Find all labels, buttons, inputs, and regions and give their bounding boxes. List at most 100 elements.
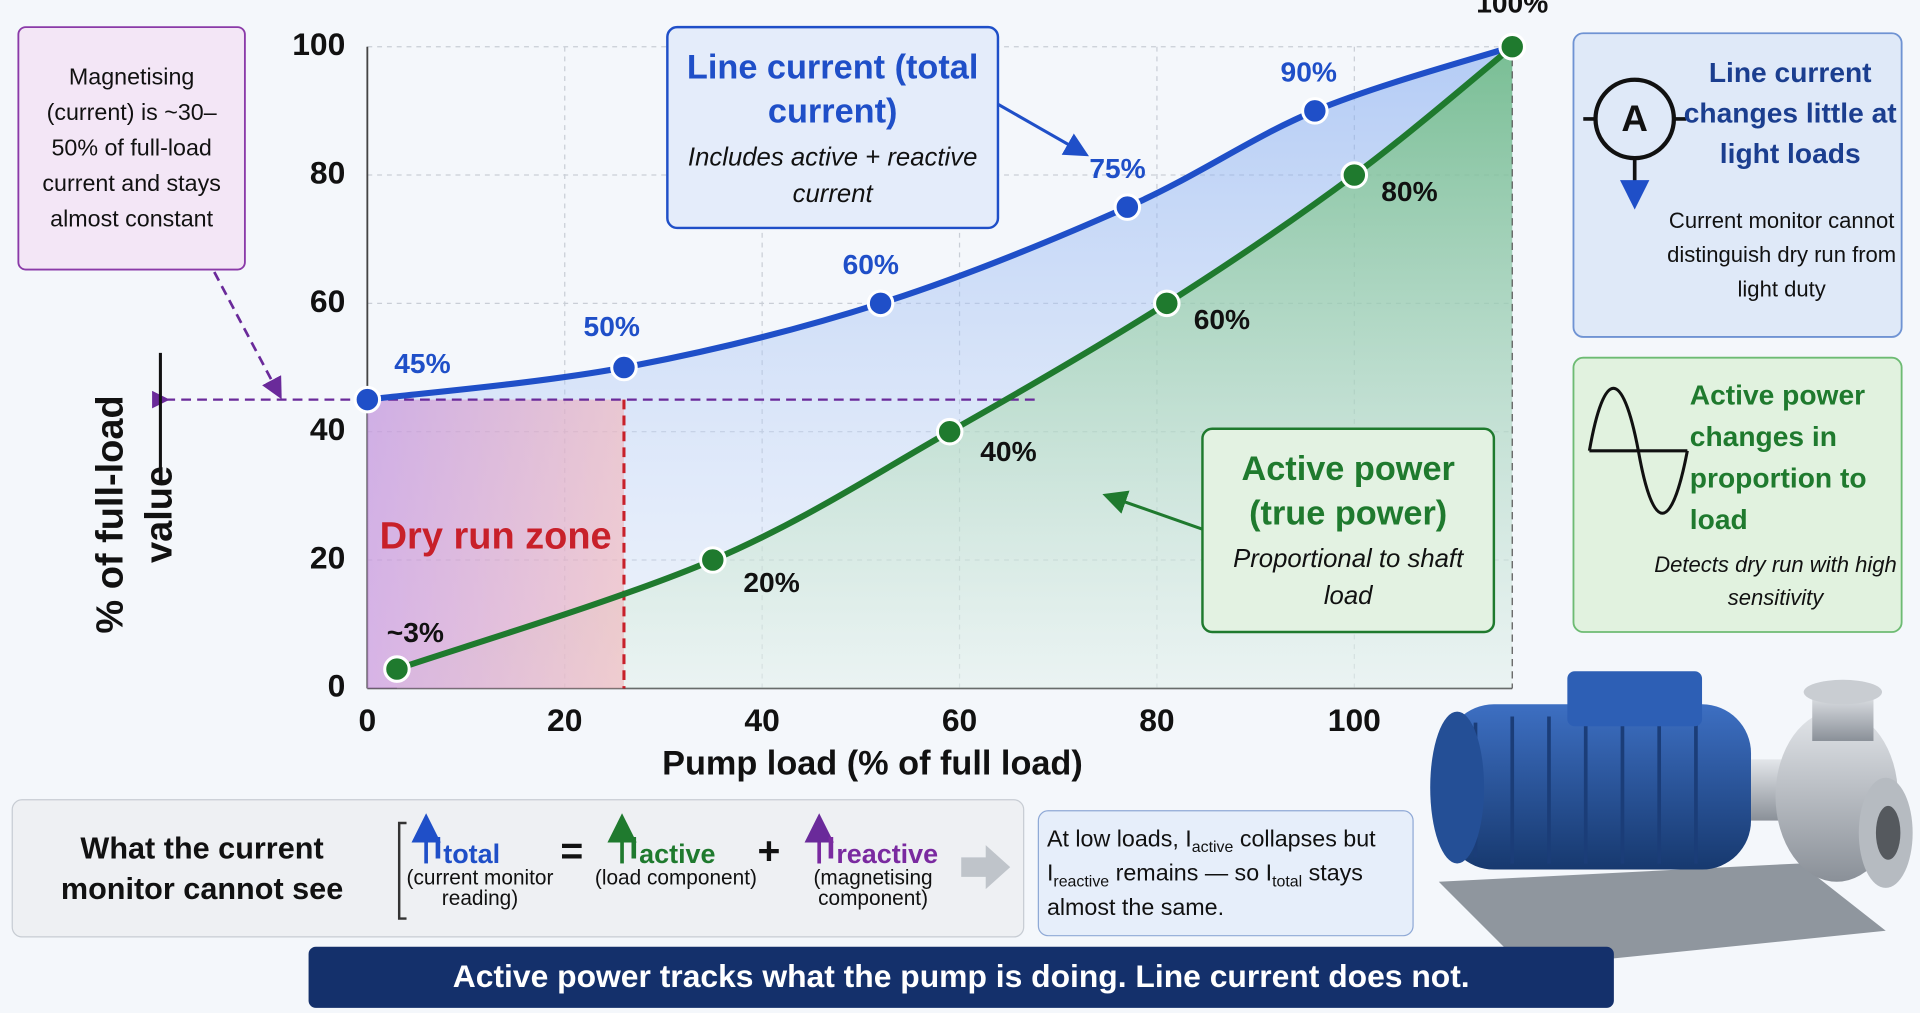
term-description: (magnetising component) [813,867,933,910]
term-description: (load component) [594,867,757,890]
operator: = [560,830,583,873]
sine-icon [1587,386,1689,515]
x-tick-label: 60 [942,702,977,738]
data-point [1301,97,1329,125]
panel-text: Detects dry run with high sensitivity [1654,552,1897,610]
note-segment: stays almost the same. [1046,860,1363,921]
annotation-arrow [213,271,282,400]
equation-title: What the current monitor cannot see [60,831,344,907]
banner: Active power tracks what the pump is doi… [453,958,1470,994]
data-label: 90% [1281,57,1337,88]
y-tick-label: 20 [310,539,345,575]
zone-label-box: Dry run zone [379,513,612,557]
note-subscript: active [1191,837,1234,856]
data-point [610,353,638,382]
y-tick-label: 100 [292,26,345,62]
y-tick-label: 40 [310,411,345,447]
banner-box [308,946,1614,1008]
data-label: 60% [1194,304,1250,335]
x-tick-label: 0 [358,702,376,738]
icon-line [1583,117,1687,202]
callout-arrow [997,102,1089,157]
term-subscript: active [639,839,715,869]
data-point [1340,161,1369,189]
icon-label: A [1621,98,1648,139]
y-tick-label: 80 [310,154,345,190]
y-axis-label-box: % of full-load value [88,395,180,634]
y-tick-label: 60 [310,283,345,319]
legend-entry-box: Line current (total current) [686,47,979,130]
panel-title: Active power changes in proportion to lo… [1689,378,1867,536]
x-axis-label: Pump load (% of full load) [662,745,1083,783]
callout-arrow [1102,490,1203,531]
term-subscript: reactive [836,839,938,869]
zone-label: Dry run zone [379,513,612,557]
y-tick-label: 0 [328,668,346,704]
data-label: 75% [1089,153,1145,184]
x-tick-label: 100 [1328,702,1381,738]
data-label: 20% [743,567,799,598]
note-segment: remains — so I [1109,860,1273,887]
data-label: ~3% [387,617,444,648]
note-text: At low loads, Iactive collapses but Irea… [1047,816,1405,931]
data-point [353,385,382,414]
y-axis-label: % of full-load value [88,395,180,634]
data-point [1153,289,1181,318]
data-point [1498,32,1527,61]
data-point [935,417,964,446]
panel-title-box: Active power changes in proportion to lo… [1689,378,1867,536]
legend-box [666,25,1000,230]
annotation: Magnetising (current) is ~30–50% of full… [42,64,221,233]
x-tick-label: 20 [547,702,582,738]
data-point [1113,193,1142,221]
x-tick-label: 40 [744,702,779,738]
annotation-box [17,26,246,271]
term-description-box: (current monitor reading) [406,867,554,910]
note-box [1037,810,1414,937]
term-symbol: I [827,829,836,865]
pump-illustration [1430,671,1913,968]
term-symbol: I [433,829,442,865]
legend-entry-box: Active power (true power) [1241,448,1455,531]
data-label: 45% [394,348,450,379]
term-description-box: (load component) [594,867,757,890]
legend-description-box: Proportional to shaft load [1233,545,1464,610]
data-label: 60% [843,249,899,280]
panel-text-box: Detects dry run with high sensitivity [1654,552,1897,610]
legend-entry: Active power (true power) [1241,448,1455,531]
legend-entry: Line current (total current) [686,47,979,130]
data-point [699,546,727,574]
operator: + [758,830,781,873]
note-text-box: At low loads, Iactive collapses but Irea… [1047,816,1405,931]
data-label: 100% [1476,0,1548,19]
bracket [397,821,407,920]
legend-box [1201,427,1496,634]
term-description-box: (magnetising component) [813,867,933,910]
panel-box [1572,32,1903,338]
legend-description: Includes active + reactive current [687,143,978,209]
data-point [866,289,895,318]
panel-title: Line current changes little at light loa… [1683,56,1897,170]
note-segment: collapses but I [1046,826,1376,887]
data-label: 40% [980,436,1036,467]
legend-description: Proportional to shaft load [1233,545,1464,610]
x-tick-label: 80 [1139,702,1174,738]
note-segment: At low loads, I [1046,826,1192,853]
data-point [383,655,411,683]
data-label: 80% [1381,176,1437,207]
note-subscript: total [1272,871,1303,891]
panel-text: Current monitor cannot distinguish dry r… [1667,207,1897,301]
term-symbol: I [629,829,638,865]
equation-box [11,799,1025,938]
term-description: (current monitor reading) [406,867,554,910]
annotation-box: Magnetising (current) is ~30–50% of full… [42,64,221,233]
data-label: 50% [584,311,640,342]
equation-title-box: What the current monitor cannot see [60,831,344,907]
legend-description-box: Includes active + reactive current [687,143,978,209]
term-subscript: total [443,839,500,869]
note-subscript: reactive [1053,871,1110,891]
panel-title-box: Line current changes little at light loa… [1683,56,1897,170]
panel-box [1572,356,1903,633]
panel-text-box: Current monitor cannot distinguish dry r… [1667,207,1897,301]
